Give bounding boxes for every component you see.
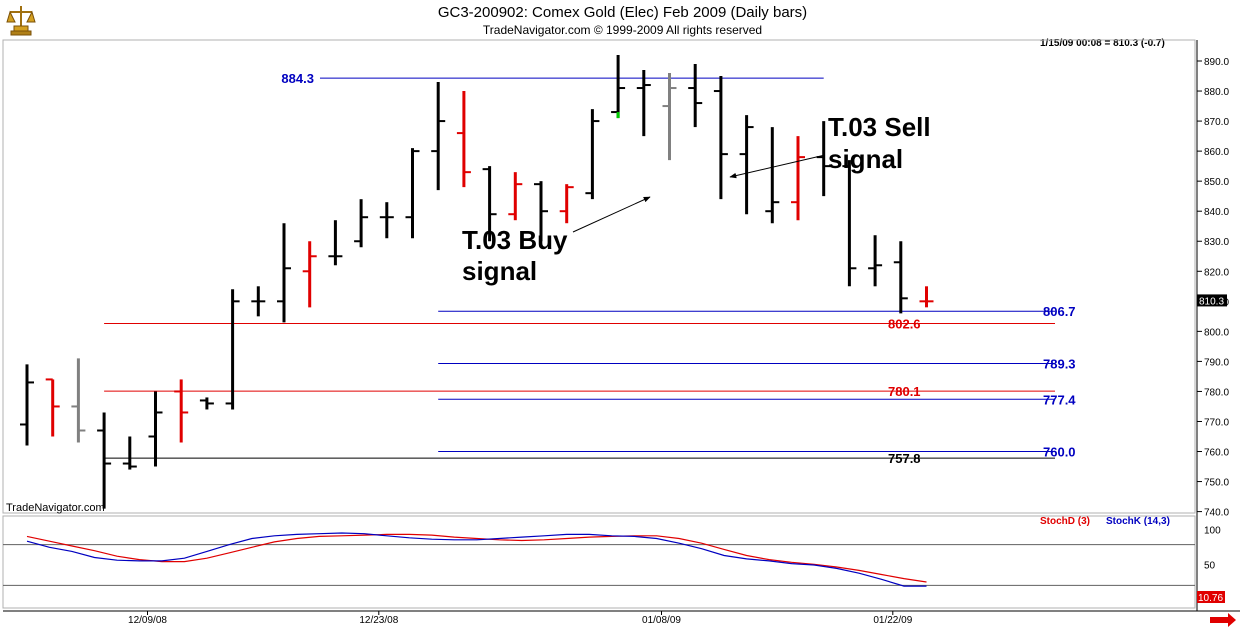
y-tick-label: 880.0 [1204, 87, 1229, 98]
price-panel [2, 39, 1196, 514]
y-tick-label: 840.0 [1204, 207, 1229, 218]
level-label: 789.3 [1043, 357, 1076, 372]
logo-icon [6, 6, 36, 36]
sell-signal-label: T.03 Sell [828, 112, 931, 142]
level-label: 777.4 [1043, 392, 1076, 407]
buy-arrow [572, 196, 651, 233]
level-label: 802.6 [888, 317, 921, 332]
y-tick-label: 740.0 [1204, 508, 1229, 519]
sell-signal-label: signal [828, 144, 903, 174]
sell-arrow [729, 154, 826, 179]
level-label: 757.8 [888, 451, 921, 466]
trade-navigator-logo [6, 4, 36, 36]
price-readout: 1/15/09 00:08 = 810.3 (-0.7) [1040, 38, 1165, 49]
chart-title: GC3-200902: Comex Gold (Elec) Feb 2009 (… [437, 4, 808, 21]
buy-signal-label: signal [462, 256, 537, 286]
y-tick-label: 790.0 [1204, 357, 1229, 368]
y-tick-label: 780.0 [1204, 387, 1229, 398]
y-tick-label: 770.0 [1204, 417, 1229, 428]
watermark: TradeNavigator.com [6, 502, 105, 514]
y-tick-label: 850.0 [1204, 177, 1229, 188]
stoch-d-line [26, 533, 927, 583]
y-tick-label: 860.0 [1204, 147, 1229, 158]
scroll-right-icon[interactable] [1210, 613, 1236, 627]
stoch-tick-label: 100 [1204, 526, 1221, 537]
stoch-last-box [1197, 591, 1225, 603]
buy-signal-label: T.03 Buy [462, 225, 568, 255]
x-tick-label: 01/08/09 [642, 615, 681, 626]
stoch-panel [2, 515, 1196, 609]
stoch-last-label: 10.76 [1198, 593, 1223, 604]
x-tick-label: 01/22/09 [873, 615, 912, 626]
y-tick-label: 760.0 [1204, 448, 1229, 459]
level-label: 806.7 [1043, 304, 1076, 319]
y-tick-label: 750.0 [1204, 478, 1229, 489]
y-tick-label: 890.0 [1204, 57, 1229, 68]
stoch-k-legend: StochK (14,3) [1106, 516, 1170, 527]
x-tick-label: 12/23/08 [359, 615, 398, 626]
level-label: 760.0 [1043, 445, 1076, 460]
level-label: 780.1 [888, 384, 921, 399]
stoch-k-line [26, 532, 927, 587]
last-price-label: 810.3 [1199, 296, 1224, 307]
y-tick-label: 800.0 [1204, 327, 1229, 338]
y-tick-label: 830.0 [1204, 237, 1229, 248]
last-price-box [1197, 294, 1227, 307]
level-label: 884.3 [281, 71, 314, 86]
x-tick-label: 12/09/08 [128, 615, 167, 626]
stoch-d-legend: StochD (3) [1040, 516, 1090, 527]
y-tick-label: 820.0 [1204, 267, 1229, 278]
chart-subtitle: TradeNavigator.com © 1999-2009 All right… [482, 23, 763, 37]
stoch-tick-label: 50 [1204, 560, 1216, 571]
y-tick-label: 870.0 [1204, 117, 1229, 128]
